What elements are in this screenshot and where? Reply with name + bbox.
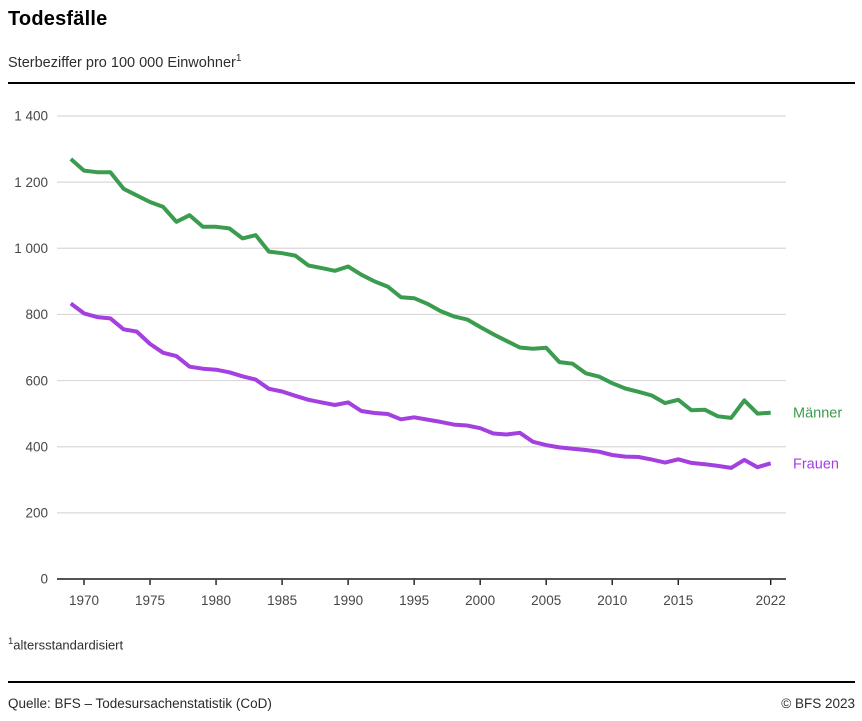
x-axis-label-2000: 2000 (465, 593, 495, 608)
y-axis-label-1200: 1 200 (14, 175, 48, 190)
y-axis-label-200: 200 (25, 506, 48, 521)
footnote: 1altersstandardisiert (8, 636, 123, 652)
legend-label-männer: Männer (793, 406, 842, 422)
chart-subtitle-text: Sterbeziffer pro 100 000 Einwohner (8, 54, 236, 71)
y-axis-label-1400: 1 400 (14, 109, 48, 124)
bottom-divider (8, 681, 855, 683)
x-axis-label-1985: 1985 (267, 593, 297, 608)
footnote-text: altersstandardisiert (13, 637, 124, 653)
chart-subtitle: Sterbeziffer pro 100 000 Einwohner1 (8, 53, 241, 71)
source-text: Quelle: BFS – Todesursachenstatistik (Co… (8, 696, 272, 711)
line-chart: 0 200 400 600 800 1 000 1 200 1 400 1970 1975 1980… (14, 109, 842, 608)
y-axis-label-600: 600 (25, 373, 48, 388)
x-axis-label-1975: 1975 (135, 593, 165, 608)
y-axis-label-1000: 1 000 (14, 241, 48, 256)
y-axis-label-0: 0 (40, 572, 48, 587)
top-divider (8, 82, 855, 84)
x-axis-label-2005: 2005 (531, 593, 561, 608)
x-axis-label-1970: 1970 (69, 593, 99, 608)
subtitle-footnote-marker: 1 (235, 53, 242, 64)
x-axis-label-2015: 2015 (663, 593, 693, 608)
y-axis-label-400: 400 (25, 439, 48, 454)
footnote-marker: 1 (8, 636, 14, 647)
x-axis-label-2022: 2022 (756, 593, 786, 608)
x-axis-label-1995: 1995 (399, 593, 429, 608)
x-axis-label-1990: 1990 (333, 593, 363, 608)
copyright-text: © BFS 2023 (781, 696, 855, 711)
y-axis-label-800: 800 (25, 307, 48, 322)
series-line-frauen (69, 301, 772, 470)
x-axis-label-2010: 2010 (597, 593, 627, 608)
page-title: Todesfälle (8, 8, 108, 30)
x-axis-label-1980: 1980 (201, 593, 231, 608)
legend-label-frauen: Frauen (793, 456, 839, 472)
series-line-männer (69, 157, 771, 420)
